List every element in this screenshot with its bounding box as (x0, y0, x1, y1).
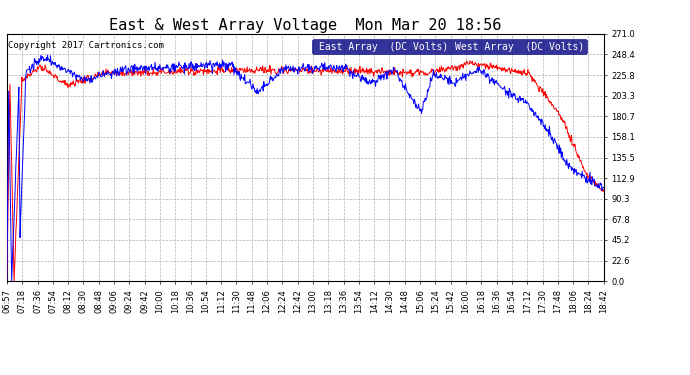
Title: East & West Array Voltage  Mon Mar 20 18:56: East & West Array Voltage Mon Mar 20 18:… (109, 18, 502, 33)
Text: Copyright 2017 Cartronics.com: Copyright 2017 Cartronics.com (8, 41, 164, 50)
Legend: East Array  (DC Volts), West Array  (DC Volts): East Array (DC Volts), West Array (DC Vo… (312, 39, 587, 54)
